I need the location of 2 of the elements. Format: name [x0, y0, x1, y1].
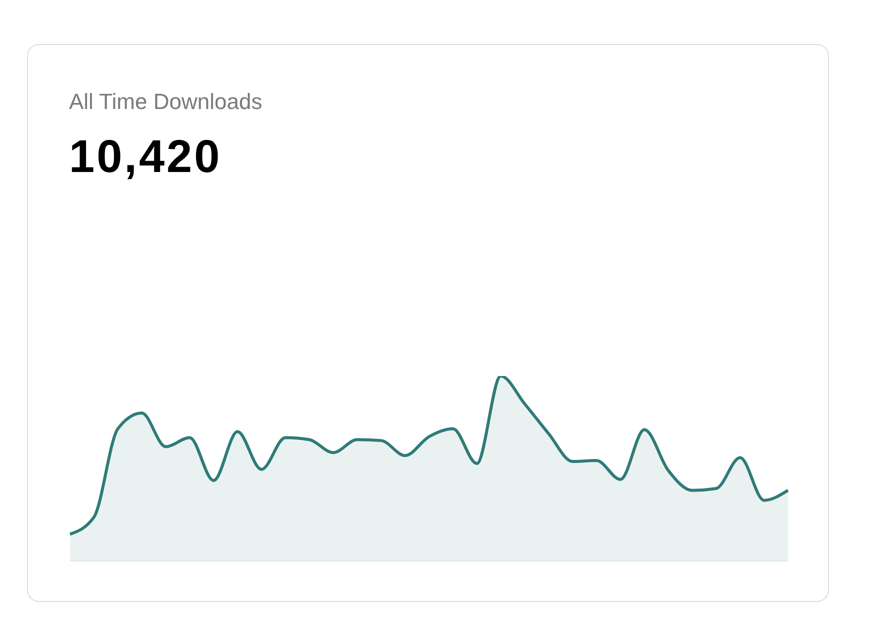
chart-subtitle: 10,420 [69, 129, 222, 183]
chart-title: All Time Downloads [69, 89, 262, 115]
